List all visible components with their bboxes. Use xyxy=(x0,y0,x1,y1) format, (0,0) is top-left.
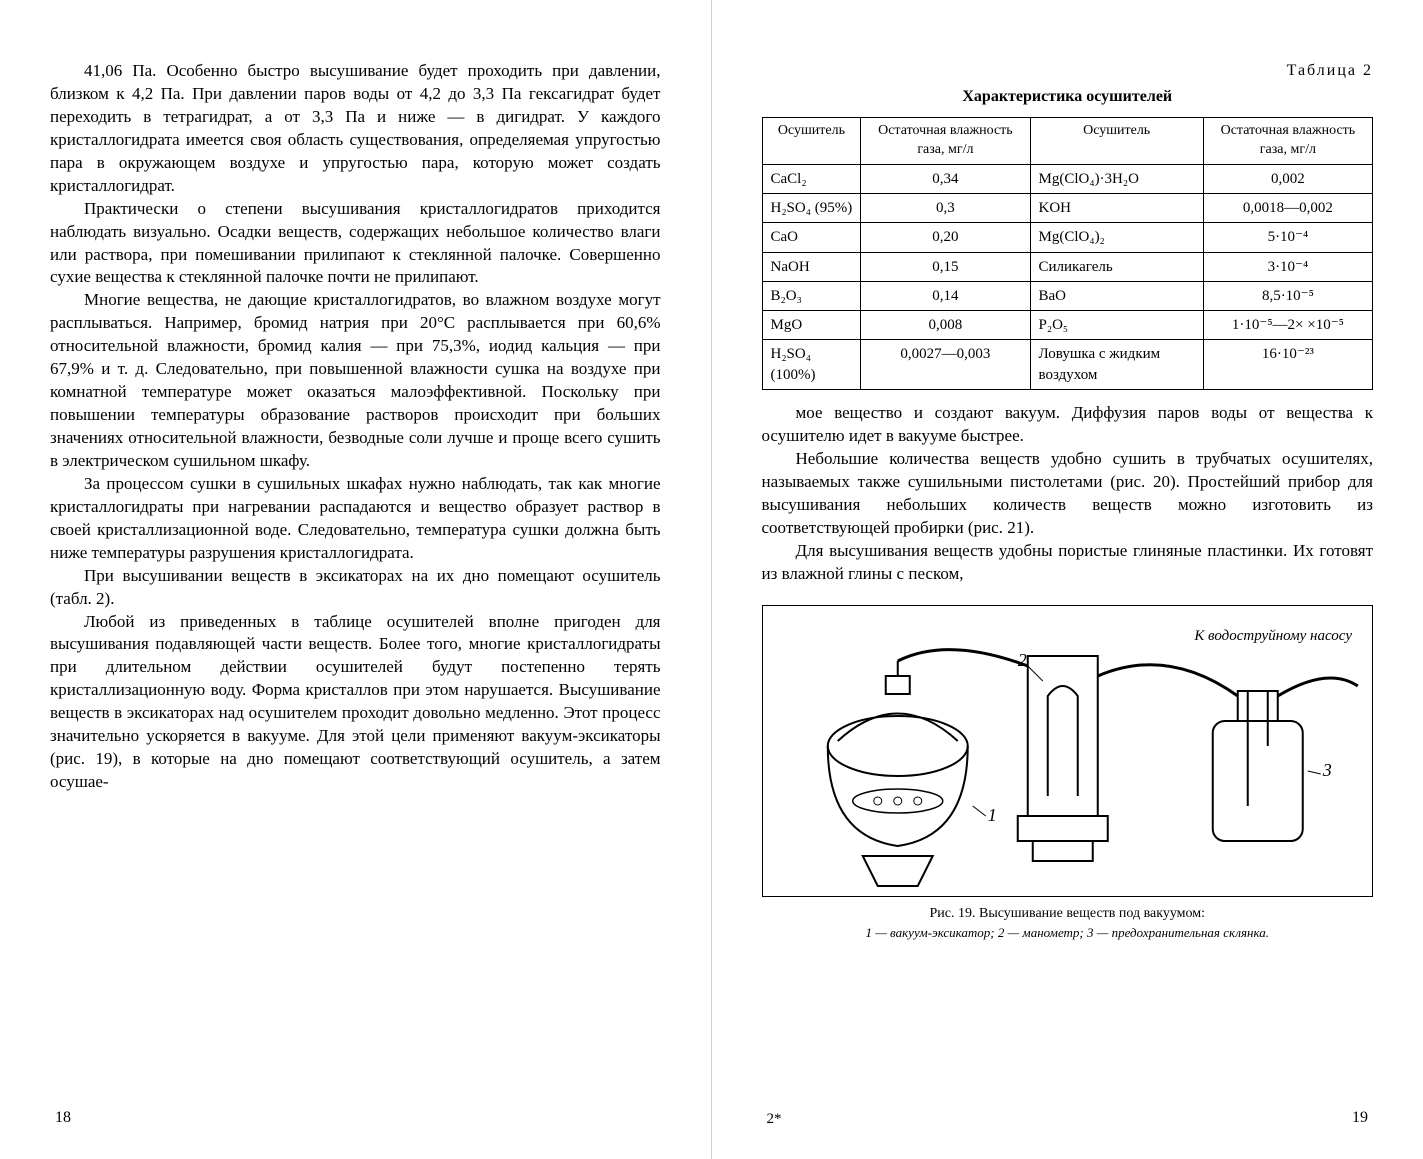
paragraph: Практически о степени высушивания криста… xyxy=(50,198,661,290)
table-cell: 0,15 xyxy=(861,252,1030,281)
signature-mark: 2* xyxy=(767,1109,782,1129)
table-cell: H₂SO₄ (95%) xyxy=(762,194,861,223)
table-cell: P₂O₅ xyxy=(1030,311,1203,340)
figure-annotation: К водоструйному насосу xyxy=(1194,626,1352,646)
table-cell: 0,0027—0,003 xyxy=(861,340,1030,390)
right-page: Таблица 2 Характеристика осушителей Осуш… xyxy=(712,0,1423,1159)
table-cell: 0,20 xyxy=(861,223,1030,252)
page-number: 18 xyxy=(55,1107,71,1129)
figure-caption: Рис. 19. Высушивание веществ под вакуумо… xyxy=(762,905,1374,924)
table-row: H₂SO₄ (100%)0,0027—0,003Ловушка с жидким… xyxy=(762,340,1373,390)
svg-text:2: 2 xyxy=(1017,650,1026,670)
table-cell: 0,002 xyxy=(1203,164,1372,193)
table-cell: Ловушка с жидким воздухом xyxy=(1030,340,1203,390)
table-cell: 16·10⁻²³ xyxy=(1203,340,1372,390)
table-cell: Силикагель xyxy=(1030,252,1203,281)
table-cell: 5·10⁻⁴ xyxy=(1203,223,1372,252)
table-cell: H₂SO₄ (100%) xyxy=(762,340,861,390)
table-cell: BaO xyxy=(1030,281,1203,310)
table-label: Таблица 2 xyxy=(762,60,1374,82)
table-caption: Характеристика осушителей xyxy=(762,86,1374,108)
table-cell: 0,14 xyxy=(861,281,1030,310)
table-header: Осушитель xyxy=(1030,118,1203,165)
table-cell: CaO xyxy=(762,223,861,252)
table-cell: 8,5·10⁻⁵ xyxy=(1203,281,1372,310)
figure-subcaption: 1 — вакуум-эксикатор; 2 — манометр; 3 — … xyxy=(762,924,1374,942)
figure-19: К водоструйному насосу xyxy=(762,605,1374,897)
table-row: MgO0,008P₂O₅1·10⁻⁵—2× ×10⁻⁵ xyxy=(762,311,1373,340)
table-row: CaO0,20Mg(ClO₄)₂5·10⁻⁴ xyxy=(762,223,1373,252)
table-header: Осушитель xyxy=(762,118,861,165)
table-cell: CaCl₂ xyxy=(762,164,861,193)
table-cell: Mg(ClO₄)·3H₂O xyxy=(1030,164,1203,193)
table-row: NaOH0,15Силикагель3·10⁻⁴ xyxy=(762,252,1373,281)
table-header: Остаточная влажность газа, мг/л xyxy=(861,118,1030,165)
paragraph: За процессом сушки в сушильных шкафах ну… xyxy=(50,473,661,565)
apparatus-diagram-icon: 1 2 3 xyxy=(763,606,1373,896)
table-cell: 0,0018—0,002 xyxy=(1203,194,1372,223)
paragraph: мое вещество и создают вакуум. Диффузия … xyxy=(762,402,1374,448)
table-row: B₂O₃0,14BaO8,5·10⁻⁵ xyxy=(762,281,1373,310)
table-row: CaCl₂0,34Mg(ClO₄)·3H₂O0,002 xyxy=(762,164,1373,193)
left-page: 41,06 Па. Особенно быстро высушивание бу… xyxy=(0,0,712,1159)
paragraph: Многие вещества, не дающие кристаллогидр… xyxy=(50,289,661,473)
table-cell: Mg(ClO₄)₂ xyxy=(1030,223,1203,252)
table-cell: 1·10⁻⁵—2× ×10⁻⁵ xyxy=(1203,311,1372,340)
paragraph: Небольшие количества веществ удобно суши… xyxy=(762,448,1374,540)
paragraph: Для высушивания веществ удобны пористые … xyxy=(762,540,1374,586)
table-cell: KOH xyxy=(1030,194,1203,223)
svg-text:3: 3 xyxy=(1321,760,1331,780)
svg-text:1: 1 xyxy=(987,805,996,825)
table-cell: 0,008 xyxy=(861,311,1030,340)
paragraph: Любой из приведенных в таблице осушителе… xyxy=(50,611,661,795)
table-cell: 3·10⁻⁴ xyxy=(1203,252,1372,281)
table-cell: B₂O₃ xyxy=(762,281,861,310)
table-cell: 0,34 xyxy=(861,164,1030,193)
table-cell: NaOH xyxy=(762,252,861,281)
table-cell: MgO xyxy=(762,311,861,340)
table-row: H₂SO₄ (95%)0,3KOH0,0018—0,002 xyxy=(762,194,1373,223)
paragraph: 41,06 Па. Особенно быстро высушивание бу… xyxy=(50,60,661,198)
desiccant-table: Осушитель Остаточная влажность газа, мг/… xyxy=(762,117,1374,390)
page-number: 19 xyxy=(1352,1107,1368,1129)
table-header: Остаточная влажность газа, мг/л xyxy=(1203,118,1372,165)
paragraph: При высушивании веществ в эксикаторах на… xyxy=(50,565,661,611)
table-cell: 0,3 xyxy=(861,194,1030,223)
